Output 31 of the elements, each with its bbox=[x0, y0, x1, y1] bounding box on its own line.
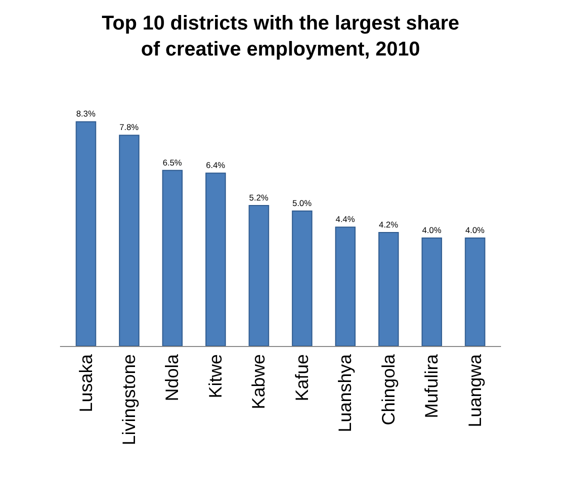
bar bbox=[464, 237, 486, 346]
bar bbox=[422, 237, 442, 346]
data-label: 5.2% bbox=[249, 192, 269, 202]
data-label: 4.2% bbox=[378, 219, 399, 230]
bar bbox=[118, 134, 140, 346]
data-label: 5.0% bbox=[292, 198, 312, 208]
chart-title: Top 10 districts with the largest share of creative employment, 2010 bbox=[102, 12, 460, 60]
data-label: 8.3% bbox=[76, 108, 96, 119]
data-label: 6.5% bbox=[162, 157, 182, 168]
bar bbox=[378, 232, 399, 346]
data-label: 6.4% bbox=[206, 160, 226, 170]
data-label: 4.0% bbox=[465, 224, 486, 235]
bar bbox=[205, 172, 226, 346]
data-label: 7.8% bbox=[119, 122, 140, 132]
bar bbox=[292, 210, 312, 346]
x-tick-label: Chingola bbox=[378, 353, 398, 426]
x-tick-label: Kabwe bbox=[248, 354, 269, 410]
bar bbox=[248, 205, 270, 346]
x-tick-label: Luangwa bbox=[464, 353, 485, 428]
bar bbox=[76, 121, 96, 346]
x-tick-label: Livingstone bbox=[119, 354, 140, 446]
bar bbox=[335, 226, 356, 346]
x-tick-label: Lusaka bbox=[76, 353, 96, 412]
data-label: 4.0% bbox=[422, 224, 442, 235]
x-tick-label: Kafue bbox=[292, 354, 312, 402]
x-tick-label: Mufulira bbox=[422, 353, 442, 418]
x-tick-label: Luanshya bbox=[335, 353, 356, 432]
data-label: 4.4% bbox=[336, 214, 356, 224]
x-tick-label: Ndola bbox=[162, 353, 182, 402]
x-tick-label: Kitwe bbox=[206, 354, 226, 398]
bar bbox=[162, 170, 183, 346]
